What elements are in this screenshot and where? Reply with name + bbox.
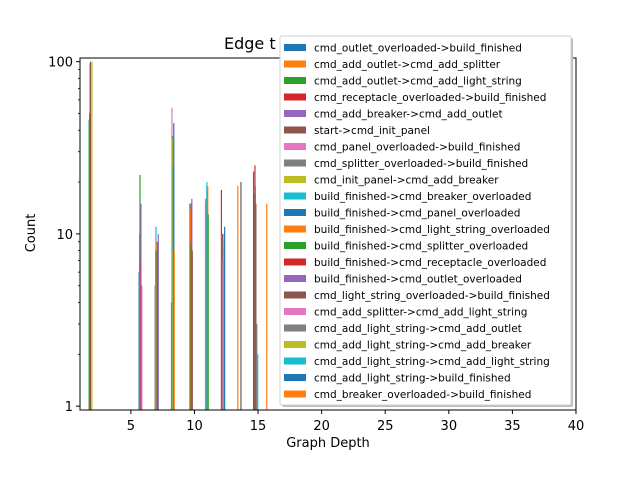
y-tick-label: 10 [56, 228, 73, 243]
plot-area [88, 61, 268, 411]
x-tick-label: 5 [127, 419, 135, 434]
x-axis-label: Graph Depth [286, 436, 370, 451]
y-tick-label: 100 [48, 56, 73, 71]
legend-label: build_finished->cmd_splitter_overloaded [314, 241, 528, 253]
legend-swatch [284, 159, 306, 167]
legend-swatch [284, 291, 306, 299]
legend-label: build_finished->cmd_panel_overloaded [314, 208, 520, 220]
legend-label: cmd_outlet_overloaded->build_finished [314, 43, 522, 55]
legend-swatch [284, 242, 306, 249]
legend-label: cmd_init_panel->cmd_add_breaker [314, 175, 499, 187]
x-tick-label: 40 [568, 419, 585, 434]
bar [91, 61, 93, 411]
legend: cmd_outlet_overloaded->build_finishedcmd… [279, 35, 573, 407]
x-tick-label: 25 [377, 419, 394, 434]
axes: 5 10 15 20 25 30 35 40 1 10 100 [48, 56, 584, 434]
bar [256, 323, 258, 410]
chart-title: Edge t [224, 34, 276, 53]
legend-label: cmd_panel_overloaded->build_finished [314, 142, 520, 154]
legend-label: cmd_add_light_string->cmd_add_outlet [314, 323, 522, 335]
legend-swatch [284, 275, 306, 282]
bar [141, 285, 143, 410]
legend-label: cmd_add_outlet->cmd_add_light_string [314, 76, 522, 88]
legend-swatch [284, 176, 306, 183]
legend-swatch [284, 324, 306, 332]
x-tick-label: 30 [441, 419, 458, 434]
legend-label: start->cmd_init_panel [314, 125, 430, 137]
legend-label: cmd_add_light_string->build_finished [314, 373, 511, 385]
y-axis-label: Count [24, 214, 39, 253]
legend-label: cmd_receptacle_overloaded->build_finishe… [314, 92, 546, 104]
legend-label: cmd_add_splitter->cmd_add_light_string [314, 307, 527, 319]
legend-label: build_finished->cmd_light_string_overloa… [314, 224, 550, 236]
bar [237, 185, 239, 410]
legend-label: build_finished->cmd_receptacle_overloade… [314, 257, 546, 269]
legend-label: cmd_add_outlet->cmd_add_splitter [314, 59, 501, 71]
legend-label: build_finished->cmd_outlet_overloaded [314, 274, 522, 286]
legend-label: build_finished->cmd_breaker_overloaded [314, 191, 531, 203]
legend-swatch [284, 357, 306, 365]
legend-label: cmd_splitter_overloaded->build_finished [314, 158, 528, 170]
legend-swatch [284, 341, 306, 348]
legend-swatch [284, 93, 306, 101]
legend-swatch [284, 209, 306, 216]
bar [252, 171, 255, 410]
legend-swatch [284, 374, 306, 381]
y-tick-label: 1 [65, 400, 73, 415]
bar [255, 203, 257, 410]
legend-swatch [284, 77, 306, 84]
legend-swatch [284, 126, 306, 134]
bar [191, 250, 193, 410]
bar [207, 214, 209, 410]
legend-swatch [284, 192, 306, 200]
bar [257, 354, 259, 410]
x-tick-label: 20 [313, 419, 330, 434]
legend-swatch [284, 308, 306, 315]
legend-swatch [284, 225, 306, 233]
legend-label: cmd_add_light_string->cmd_add_light_stri… [314, 356, 550, 368]
legend-label: cmd_light_string_overloaded->build_finis… [314, 290, 550, 302]
legend-swatch [284, 390, 306, 398]
legend-swatch [284, 60, 306, 68]
bar [89, 61, 92, 411]
bar [240, 182, 242, 410]
bar [173, 250, 175, 410]
legend-swatch [284, 143, 306, 150]
x-tick-label: 35 [504, 419, 521, 434]
legend-box [279, 35, 572, 406]
x-tick-label: 15 [250, 419, 267, 434]
bar [266, 203, 268, 410]
bar [224, 226, 226, 410]
legend-swatch [284, 110, 306, 117]
legend-swatch [284, 258, 306, 266]
legend-label: cmd_breaker_overloaded->build_finished [314, 389, 531, 401]
legend-swatch [284, 44, 306, 51]
legend-label: cmd_add_breaker->cmd_add_outlet [314, 109, 503, 121]
legend-label: cmd_add_light_string->cmd_add_breaker [314, 340, 532, 352]
bar [157, 233, 159, 410]
x-tick-label: 10 [186, 419, 203, 434]
